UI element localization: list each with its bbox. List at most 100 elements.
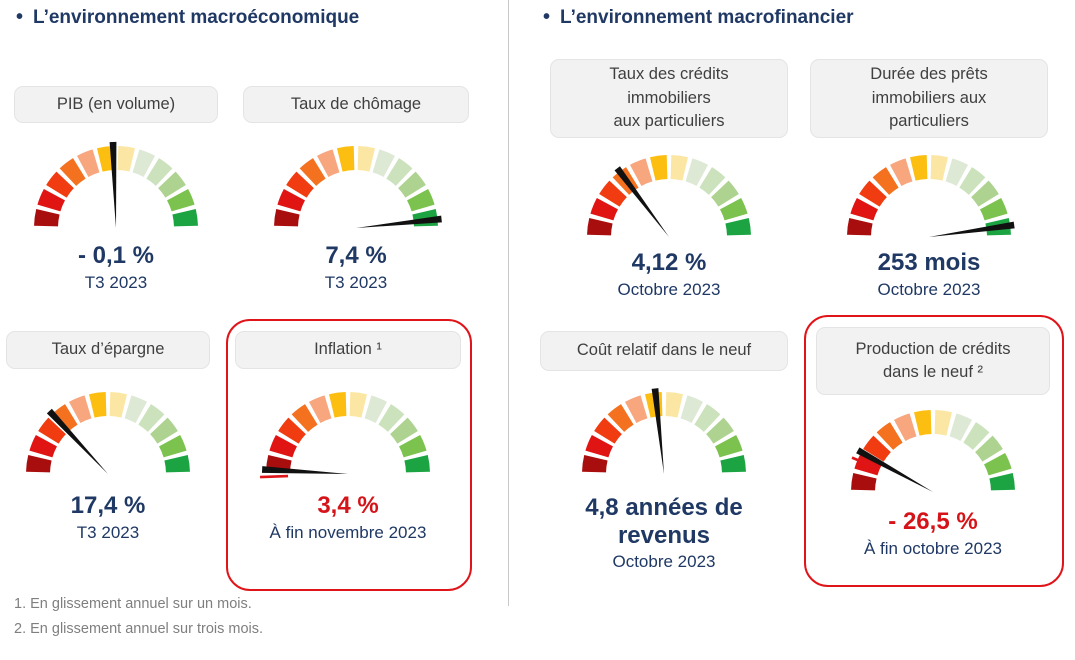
gauge-segment — [398, 171, 426, 198]
gauge-segment — [720, 455, 746, 473]
gauge-segment — [989, 473, 1015, 491]
indicator-label-box: Taux d’épargne — [6, 331, 210, 369]
bullet-icon: • — [16, 6, 24, 28]
gauge-segment — [349, 392, 367, 418]
section-title-macroeconomique: • L’environnement macroéconomique — [16, 7, 359, 29]
section-title-text: L’environnement macrofinancier — [560, 7, 854, 28]
indicator-value: 17,4 % — [70, 492, 146, 519]
gauge-segment — [863, 435, 891, 462]
gauge-segment — [685, 158, 708, 186]
gauge-segment — [599, 180, 627, 207]
indicator-label: Inflation ¹ — [314, 340, 382, 359]
indicator-label: PIB (en volume) — [56, 94, 176, 113]
gauge-segment — [167, 189, 195, 212]
gauge-segment — [378, 404, 405, 432]
gauge-needle — [109, 141, 117, 228]
card-cout-relatif: Coût relatif dans le neuf 4,8 années de … — [540, 331, 788, 572]
gauge-segment — [725, 218, 751, 236]
gauge-segment — [132, 149, 155, 177]
gauge-segment — [372, 149, 395, 177]
gauge-segment — [404, 455, 430, 473]
indicator-label: Durée des prêts immobiliers aux particul… — [870, 65, 988, 131]
gauge-segment — [278, 417, 306, 444]
gauge-segment — [269, 435, 297, 458]
gauge-segment — [847, 218, 873, 236]
gauge-segment — [337, 146, 355, 172]
gauge-chart-duree-prets — [847, 155, 1015, 237]
indicator-label: Coût relatif dans le neuf — [576, 341, 752, 360]
gauge-segment — [963, 422, 990, 450]
gauge-segment — [851, 473, 877, 491]
gauge-segment — [711, 180, 739, 207]
gauge-segment — [625, 395, 648, 423]
gauge-chart-pib — [34, 141, 198, 228]
gauge-segment — [590, 198, 618, 221]
gauge-segment — [650, 155, 668, 181]
gauge-needle — [651, 388, 664, 474]
indicator-label: Taux d’épargne — [51, 340, 165, 359]
gauge-segment — [850, 198, 878, 221]
gauge-segment — [357, 146, 375, 172]
gauge-segment — [949, 413, 972, 441]
gauge-segment — [959, 167, 986, 195]
gauge-segment — [317, 149, 340, 177]
indicator-period: Octobre 2023 — [877, 279, 981, 299]
gauge-segment — [69, 395, 92, 423]
gauge-segment — [59, 158, 86, 186]
gauge-segment — [890, 158, 913, 186]
gauge-segment — [594, 417, 622, 444]
gauge-segment — [164, 455, 190, 473]
indicator-period: Octobre 2023 — [612, 552, 716, 572]
gauge-segment — [876, 422, 903, 450]
gauge-segment — [364, 395, 387, 423]
gauge-segment — [699, 167, 726, 195]
gauge-segment — [399, 435, 427, 458]
indicator-label-box: Production de crédits dans le neuf ² — [816, 327, 1050, 395]
gauge-segment — [37, 189, 65, 212]
indicator-label-box: Taux de chômage — [243, 86, 469, 123]
footnote-1: 1. En glissement annuel sur un mois. — [14, 596, 252, 612]
gauge-segment — [309, 395, 332, 423]
gauge-segment — [582, 455, 608, 473]
gauge-segment — [407, 189, 435, 212]
gauge-segment — [715, 435, 743, 458]
indicator-value: 7,4 % — [325, 242, 387, 269]
gauge-segment — [146, 158, 173, 186]
gauge-segment — [665, 392, 683, 418]
gauge-needle — [614, 166, 669, 237]
gauge-segment — [286, 171, 314, 198]
indicator-label: Taux de chômage — [290, 94, 422, 113]
gauge-segment — [34, 209, 60, 227]
section-divider — [508, 0, 509, 606]
indicator-label-box: Taux des crédits immobiliers aux particu… — [550, 59, 788, 138]
gauge-chart-taux-credits — [587, 155, 751, 237]
gauge-needle — [929, 221, 1015, 237]
gauge-segment — [51, 404, 78, 432]
gauge-segment — [910, 155, 928, 181]
bullet-icon: • — [543, 6, 551, 28]
gauge-segment — [26, 455, 52, 473]
gauge-segment — [607, 404, 634, 432]
indicator-label-box: PIB (en volume) — [14, 86, 218, 123]
gauge-segment — [706, 417, 734, 444]
gauge-segment — [934, 410, 952, 436]
gauge-segment — [329, 392, 347, 418]
gauge-segment — [587, 218, 613, 236]
gauge-segment — [29, 435, 57, 458]
indicator-value: 3,4 % — [317, 492, 379, 519]
gauge-segment — [277, 189, 305, 212]
gauge-segment — [914, 410, 932, 436]
gauge-segment — [720, 198, 748, 221]
gauge-segment — [670, 155, 688, 181]
indicator-value: - 26,5 % — [888, 508, 978, 535]
gauge-segment — [585, 435, 613, 458]
indicator-period: T3 2023 — [84, 272, 148, 292]
gauge-segment — [980, 198, 1008, 221]
indicator-value: 253 mois — [877, 249, 981, 276]
gauge-segment — [117, 146, 135, 172]
indicator-value: 4,8 années de revenus — [585, 494, 743, 549]
indicator-label-box: Inflation ¹ — [235, 331, 461, 369]
gauge-segment — [291, 404, 318, 432]
card-duree-prets: Durée des prêts immobiliers aux particul… — [810, 59, 1048, 300]
gauge-chart-cout-relatif — [582, 388, 746, 474]
